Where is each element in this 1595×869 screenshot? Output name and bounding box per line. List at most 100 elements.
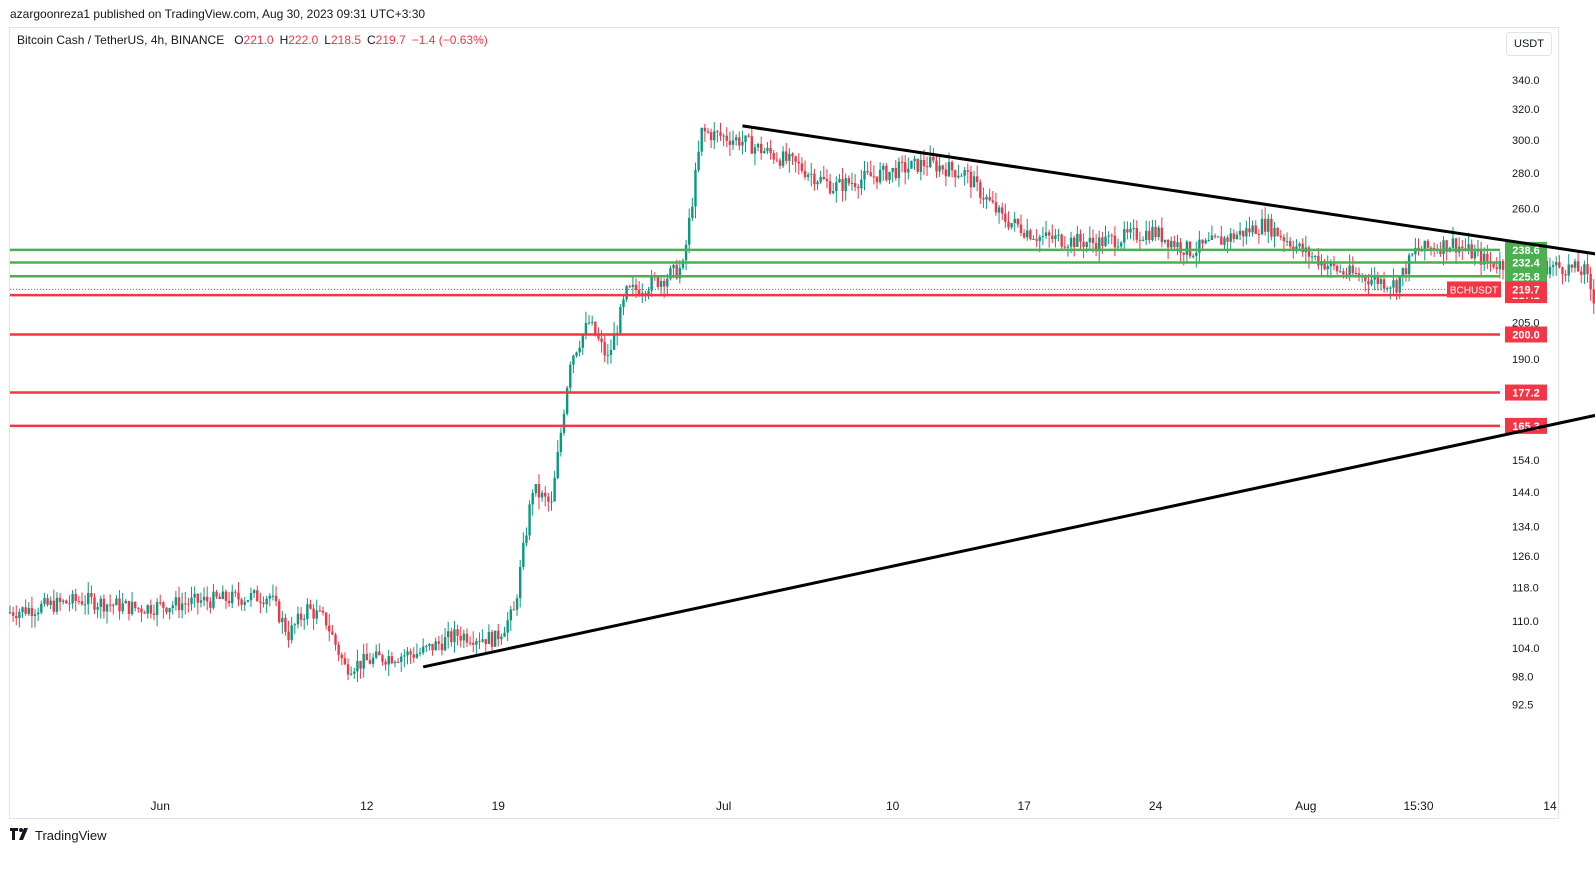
candle bbox=[619, 303, 622, 334]
candle-body bbox=[406, 651, 409, 656]
candle-body bbox=[1010, 223, 1013, 228]
candle-body bbox=[356, 660, 359, 672]
candle-body bbox=[853, 183, 857, 188]
candle bbox=[1314, 254, 1317, 261]
level-price-label: 225.8 bbox=[1512, 271, 1540, 283]
candle bbox=[885, 163, 888, 182]
candle-body bbox=[1019, 224, 1023, 233]
candle-body bbox=[381, 655, 384, 662]
candle-body bbox=[243, 601, 246, 605]
trendline bbox=[742, 124, 1595, 256]
candle-body bbox=[324, 612, 328, 626]
candle bbox=[1320, 254, 1323, 276]
candle bbox=[731, 130, 735, 150]
candle bbox=[349, 666, 353, 676]
candle bbox=[1561, 266, 1564, 285]
candle bbox=[734, 134, 738, 146]
candle-body bbox=[33, 614, 37, 616]
y-tick-label: 126.0 bbox=[1512, 551, 1540, 563]
candle bbox=[346, 658, 350, 681]
candle bbox=[180, 592, 184, 619]
candle bbox=[159, 594, 162, 606]
symbol-tag-label: BCHUSDT bbox=[1450, 285, 1498, 296]
candle-body bbox=[478, 640, 481, 642]
symbol-title[interactable]: Bitcoin Cash / TetherUS, 4h, BINANCE bbox=[17, 33, 225, 47]
candle-body bbox=[1426, 240, 1430, 248]
candle-body bbox=[1035, 239, 1038, 241]
candle bbox=[684, 239, 688, 271]
candle-body bbox=[1041, 235, 1045, 237]
candle bbox=[806, 172, 810, 181]
candle-body bbox=[932, 156, 935, 161]
candle-body bbox=[825, 179, 829, 182]
currency-button[interactable]: USDT bbox=[1506, 32, 1552, 56]
candle-body bbox=[343, 658, 347, 665]
candle-body bbox=[487, 632, 491, 645]
candle-body bbox=[1232, 233, 1236, 239]
candle-body bbox=[1492, 262, 1495, 268]
candle bbox=[1476, 240, 1480, 257]
candle-body bbox=[1279, 236, 1282, 238]
candle bbox=[1138, 231, 1142, 251]
level-price-label: 177.2 bbox=[1512, 388, 1540, 400]
candle bbox=[1451, 226, 1455, 252]
candle bbox=[810, 163, 813, 187]
candle bbox=[1004, 203, 1007, 228]
candle bbox=[27, 602, 30, 616]
candle-body bbox=[1263, 218, 1267, 232]
candle bbox=[421, 638, 425, 656]
candle bbox=[913, 155, 916, 171]
candle bbox=[1564, 269, 1567, 282]
candle bbox=[1032, 235, 1035, 240]
candle-body bbox=[277, 601, 281, 623]
candle bbox=[938, 154, 941, 178]
symbol-tag bbox=[1447, 281, 1501, 298]
candle-body bbox=[800, 163, 804, 171]
candle bbox=[1229, 228, 1232, 251]
candle-body bbox=[443, 637, 447, 651]
candle-body bbox=[1307, 247, 1311, 257]
candle-body bbox=[1354, 273, 1358, 275]
candle-body bbox=[403, 655, 406, 657]
candle-body bbox=[209, 601, 212, 608]
level-price-label: 238.6 bbox=[1512, 245, 1540, 257]
candle-body bbox=[1154, 226, 1157, 238]
candle-body bbox=[1583, 264, 1586, 275]
candle bbox=[1589, 266, 1592, 301]
candle-body bbox=[412, 654, 415, 658]
candle bbox=[93, 593, 96, 615]
candle bbox=[1232, 229, 1236, 243]
candle-body bbox=[1038, 236, 1041, 241]
candle bbox=[1198, 230, 1201, 264]
candle-body bbox=[1022, 232, 1026, 238]
candle-body bbox=[375, 651, 378, 658]
candle-body bbox=[268, 595, 271, 599]
candle bbox=[146, 604, 149, 619]
candle bbox=[741, 130, 744, 155]
candle bbox=[102, 594, 106, 619]
tradingview-brand[interactable]: TradingView bbox=[10, 828, 107, 843]
candle-body bbox=[681, 260, 685, 268]
candle-body bbox=[1273, 227, 1276, 237]
candle-body bbox=[929, 156, 932, 167]
candle-body bbox=[240, 599, 243, 605]
candle-body bbox=[831, 191, 835, 194]
candle bbox=[1170, 236, 1173, 250]
low-value: L218.5 bbox=[324, 33, 361, 47]
candle-body bbox=[785, 151, 788, 161]
candle-body bbox=[747, 135, 750, 137]
candle-body bbox=[872, 176, 876, 178]
candle-body bbox=[979, 182, 982, 198]
candle bbox=[490, 629, 494, 651]
candle-body bbox=[672, 264, 675, 269]
candle bbox=[697, 140, 700, 173]
candle bbox=[982, 187, 985, 209]
candle bbox=[234, 589, 237, 597]
candle-body bbox=[565, 387, 569, 414]
candle-body bbox=[468, 642, 472, 644]
candle-body bbox=[847, 178, 851, 184]
candle bbox=[803, 160, 807, 180]
candle-body bbox=[159, 602, 162, 604]
candle bbox=[431, 643, 434, 656]
